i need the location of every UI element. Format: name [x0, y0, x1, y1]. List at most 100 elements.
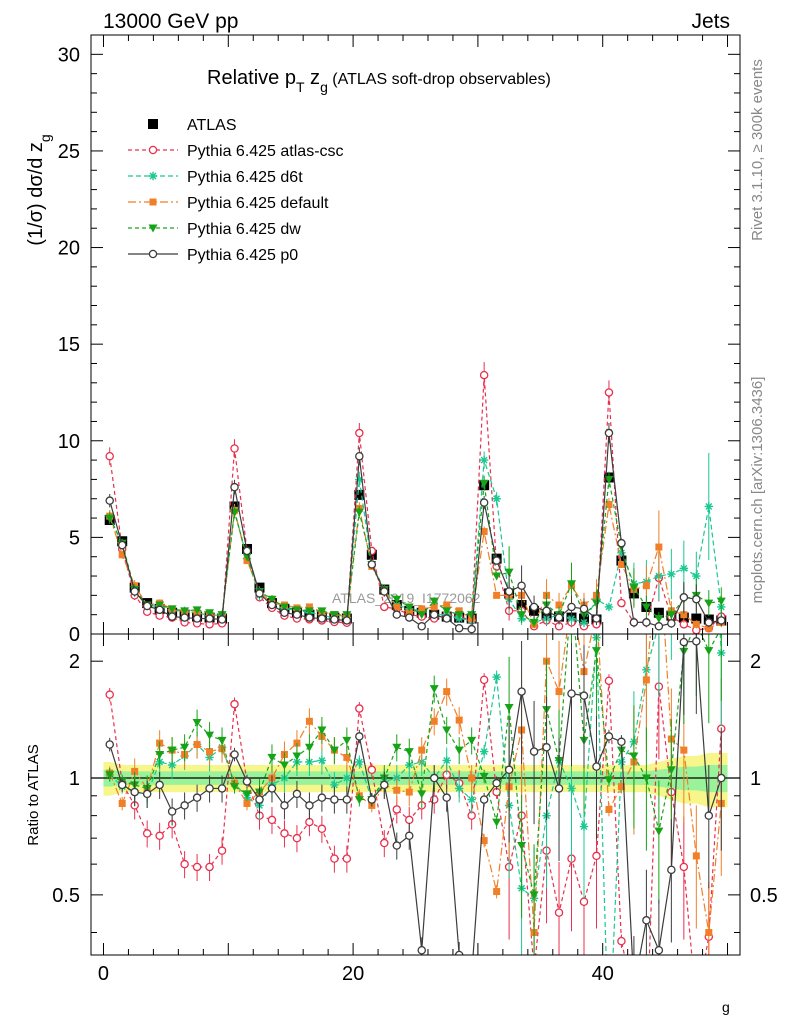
data-point: [479, 795, 489, 804]
data-point: [567, 784, 576, 793]
data-point: [705, 928, 713, 936]
data-point: [641, 774, 651, 783]
data-point: [105, 451, 114, 461]
data-point: [280, 829, 289, 838]
data-point: [130, 787, 139, 797]
data-point: [654, 615, 664, 624]
data-point: [342, 854, 352, 863]
legend-marker: [149, 198, 157, 206]
data-point: [429, 597, 439, 606]
data-point: [692, 852, 700, 860]
y-tick-label: 30: [58, 44, 80, 66]
data-point: [380, 587, 389, 596]
data-point: [392, 610, 402, 619]
data-point: [217, 615, 227, 624]
data-point: [279, 603, 289, 612]
legend-item: ATLAS: [148, 117, 237, 134]
data-point: [504, 765, 514, 775]
data-point: [342, 736, 352, 745]
data-point: [242, 790, 252, 799]
data-point: [454, 623, 464, 633]
data-point: [693, 1002, 700, 1009]
data-point: [480, 528, 488, 536]
data-point: [205, 784, 214, 793]
data-point: [429, 610, 439, 619]
ratio-y-tick-label: 1: [69, 768, 80, 790]
series-pythia-6-425-p0: [105, 422, 726, 634]
data-point: [393, 603, 401, 611]
data-point: [392, 595, 402, 604]
y-tick-label: 25: [58, 141, 80, 163]
data-point: [130, 587, 139, 596]
data-point: [330, 795, 339, 804]
data-point: [305, 801, 314, 810]
data-point: [591, 599, 601, 608]
ratio-y-tick-label-right: 0.5: [750, 885, 778, 907]
data-point: [542, 743, 551, 752]
data-point: [305, 613, 314, 622]
data-point: [317, 756, 327, 765]
data-point: [167, 612, 177, 621]
data-point: [479, 370, 489, 380]
data-point: [692, 571, 701, 581]
data-point: [680, 746, 688, 754]
data-point: [367, 560, 377, 569]
data-point: [418, 605, 426, 613]
data-point: [343, 753, 351, 761]
data-point: [405, 613, 414, 622]
data-point: [591, 647, 601, 656]
data-point: [567, 689, 576, 698]
data-point: [118, 551, 126, 559]
series-line: [109, 679, 722, 955]
data-point: [579, 897, 589, 907]
data-point: [267, 595, 277, 604]
data-point: [480, 837, 488, 845]
legend-item: Pythia 6.425 d6t: [128, 169, 303, 186]
data-point: [205, 731, 215, 740]
y-tick-label: 10: [58, 431, 80, 453]
data-point: [430, 717, 438, 725]
data-point: [654, 946, 664, 955]
data-point: [555, 601, 563, 609]
x-tick-label: 20: [342, 963, 364, 985]
data-point: [342, 616, 352, 625]
data-point: [654, 622, 664, 631]
series-line: [109, 375, 722, 631]
data-point: [642, 582, 650, 590]
data-point: [180, 859, 189, 869]
series-line: [109, 640, 722, 955]
data-point: [704, 502, 713, 511]
data-point: [479, 479, 489, 488]
data-point: [442, 756, 451, 765]
data-point: [717, 616, 726, 625]
data-point: [667, 569, 676, 579]
data-point: [380, 780, 389, 790]
data-point: [467, 611, 477, 620]
side-text-top: Rivet 3.1.10, ≥ 300k events: [749, 59, 766, 241]
data-point: [217, 846, 227, 855]
data-point: [142, 789, 152, 799]
data-point: [617, 548, 626, 558]
data-point: [267, 600, 277, 610]
data-point: [454, 746, 464, 755]
data-point: [642, 618, 651, 627]
header-right: Jets: [691, 10, 730, 33]
data-point: [592, 614, 601, 623]
data-point: [630, 995, 637, 1002]
data-point: [380, 838, 389, 848]
data-point: [354, 489, 365, 500]
data-point: [242, 553, 252, 562]
data-point: [529, 891, 539, 900]
data-point: [329, 746, 339, 755]
data-point: [454, 611, 464, 620]
legend-marker: [148, 145, 158, 155]
data-point: [504, 587, 514, 596]
data-point: [504, 703, 514, 712]
data-point: [117, 540, 127, 550]
data-point: [617, 598, 626, 608]
data-point: [666, 611, 676, 620]
data-point: [418, 746, 426, 754]
data-point: [392, 805, 402, 814]
data-point: [554, 613, 564, 622]
data-point: [529, 602, 539, 612]
